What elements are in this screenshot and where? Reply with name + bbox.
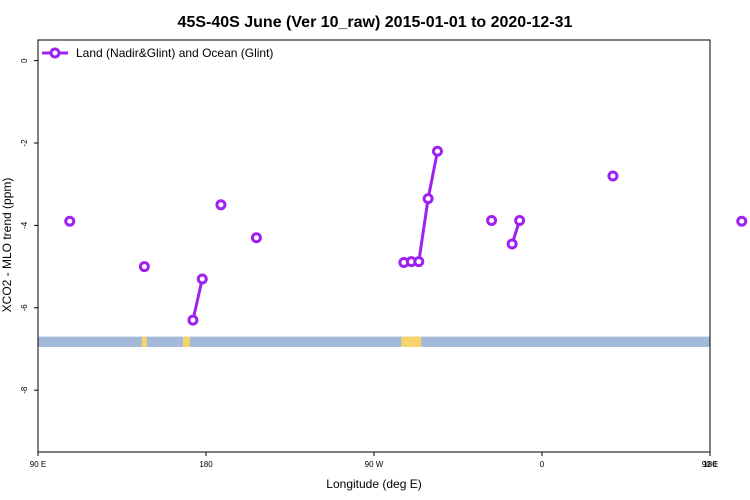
- land-segment: [405, 336, 411, 347]
- legend-marker: [49, 47, 61, 59]
- land-segment: [416, 336, 422, 347]
- x-tick-label: 90 E: [30, 460, 46, 469]
- data-point: [138, 261, 150, 273]
- series-line: [403, 150, 439, 264]
- data-point: [431, 145, 443, 157]
- chart-title: 45S-40S June (Ver 10_raw) 2015-01-01 to …: [178, 14, 573, 31]
- data-point: [64, 215, 76, 227]
- data-point: [422, 193, 434, 205]
- data-point: [413, 256, 425, 268]
- data-point: [506, 238, 518, 250]
- data-point: [187, 314, 199, 326]
- land-segment: [412, 336, 418, 347]
- x-tick-label: 0: [540, 460, 545, 469]
- land-segment: [408, 336, 414, 347]
- series-line: [191, 278, 204, 321]
- y-tick-label: -6: [20, 304, 29, 312]
- y-tick-label: 0: [20, 58, 29, 63]
- land-ocean-band: [38, 336, 710, 347]
- land-segment: [401, 336, 407, 347]
- data-point: [196, 273, 208, 285]
- x-tick-label: 180: [199, 460, 213, 469]
- y-tick-label: -2: [20, 139, 29, 147]
- data-point: [607, 170, 619, 182]
- x-tick-label: 90 E: [702, 460, 718, 469]
- plot-frame: [37, 39, 711, 453]
- data-point: [250, 232, 262, 244]
- land-segment: [184, 336, 190, 347]
- x-tick-label: 90 W: [365, 460, 384, 469]
- y-tick-label: -8: [20, 386, 29, 394]
- data-point: [215, 199, 227, 211]
- legend: Land (Nadir&Glint) and Ocean (Glint): [42, 46, 273, 60]
- series-layer: [64, 145, 748, 326]
- y-axis-label: XCO2 - MLO trend (ppm): [0, 178, 14, 313]
- legend-label: Land (Nadir&Glint) and Ocean (Glint): [76, 46, 273, 60]
- ocean-band: [38, 336, 710, 347]
- data-point: [514, 214, 526, 226]
- y-tick-label: -4: [20, 221, 29, 229]
- land-segment: [141, 336, 147, 347]
- data-point: [736, 215, 748, 227]
- x-tick-label: 180: [703, 460, 717, 469]
- data-point: [486, 214, 498, 226]
- x-axis-label: Longitude (deg E): [326, 477, 421, 491]
